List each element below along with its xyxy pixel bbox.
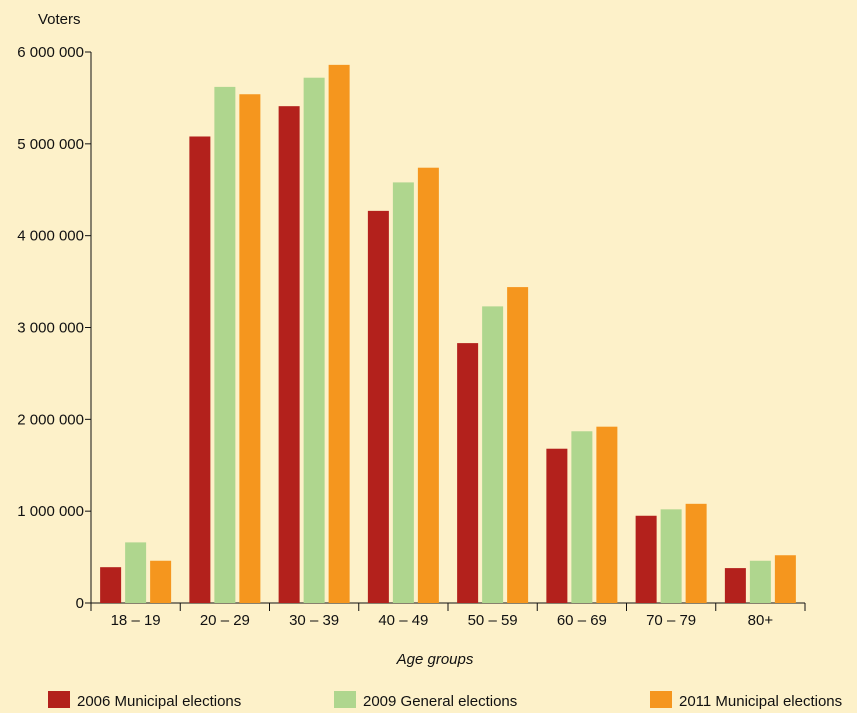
bar-3-7 <box>685 503 707 603</box>
legend-swatch <box>48 691 70 708</box>
bar-3-2 <box>239 94 261 603</box>
bar-3-5 <box>507 287 529 603</box>
legend: 2006 Municipal elections 2009 General ele… <box>48 691 842 710</box>
legend-label: 2011 Municipal elections <box>679 693 842 710</box>
x-tick-label: 40 – 49 <box>378 612 428 629</box>
x-tick-label: 60 – 69 <box>557 612 607 629</box>
y-tick-label: 1 000 000 <box>17 503 84 520</box>
bar-2-4 <box>392 182 414 604</box>
y-tick-label: 0 <box>76 595 84 612</box>
bars-group <box>100 64 796 604</box>
y-tick-label: 6 000 000 <box>17 44 84 61</box>
bar-1-3 <box>278 106 300 603</box>
bar-3-4 <box>417 167 439 603</box>
x-tick-label: 20 – 29 <box>200 612 250 629</box>
y-tick-label: 4 000 000 <box>17 228 84 245</box>
bar-3-8 <box>774 555 796 603</box>
bar-3-3 <box>328 64 350 603</box>
bar-1-1 <box>100 567 122 603</box>
y-tick-label: 5 000 000 <box>17 136 84 153</box>
bar-3-6 <box>596 426 618 603</box>
y-axis-ticks: 0 1 000 000 2 000 000 3 000 000 4 000 000 5 0… <box>17 44 91 612</box>
x-axis-title: Age groups <box>396 651 474 668</box>
x-axis-ticks: 18 – 19 20 – 29 30 – 39 40 – 49 50 – 59 60 – … <box>90 603 806 629</box>
bar-2-2 <box>214 86 236 603</box>
y-tick-label: 2 000 000 <box>17 411 84 428</box>
legend-swatch <box>650 691 672 708</box>
x-tick-label: 18 – 19 <box>111 612 161 629</box>
bar-2-1 <box>125 542 147 603</box>
bar-1-8 <box>724 568 746 603</box>
x-tick-label: 70 – 79 <box>646 612 696 629</box>
x-tick-label: 30 – 39 <box>289 612 339 629</box>
legend-label: 2009 General elections <box>363 693 517 710</box>
x-tick-label: 50 – 59 <box>468 612 518 629</box>
y-tick-label: 3 000 000 <box>17 320 84 337</box>
legend-swatch <box>334 691 356 708</box>
legend-label: 2006 Municipal elections <box>77 693 241 710</box>
bar-1-5 <box>457 343 479 603</box>
bar-1-4 <box>367 210 389 603</box>
bar-2-3 <box>303 77 325 604</box>
y-axis-title: Voters <box>38 11 81 28</box>
bar-2-5 <box>482 306 504 603</box>
bar-1-6 <box>546 448 568 603</box>
bar-1-2 <box>189 136 211 603</box>
bar-1-7 <box>635 515 657 603</box>
bar-2-8 <box>749 560 771 603</box>
bar-2-6 <box>571 431 593 603</box>
x-tick-label: 80+ <box>748 612 774 629</box>
bar-2-7 <box>660 509 682 603</box>
bar-3-1 <box>150 560 172 603</box>
